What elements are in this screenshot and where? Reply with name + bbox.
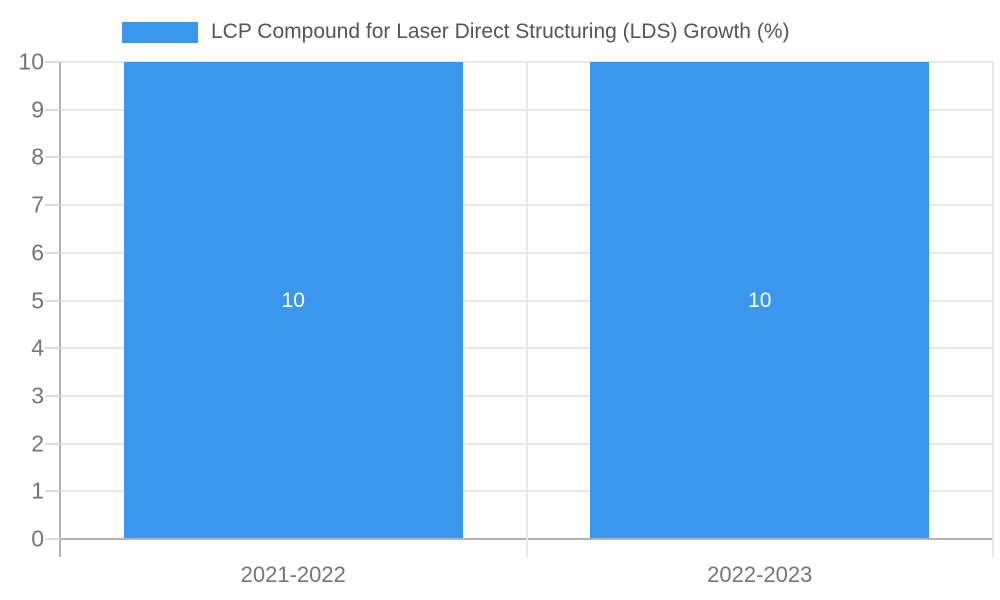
x-axis-category-label: 2022-2023 <box>707 562 813 587</box>
y-axis-tick <box>45 442 60 445</box>
bar-value-label: 10 <box>281 288 305 312</box>
y-axis-tick-label: 10 <box>18 48 44 75</box>
y-axis-tick <box>45 347 60 350</box>
legend-label: LCP Compound for Laser Direct Structurin… <box>211 20 790 43</box>
bar[interactable] <box>123 62 463 539</box>
y-axis-tick-label: 5 <box>31 287 44 313</box>
y-axis-tick-label: 3 <box>31 382 44 409</box>
bar-value-label: 10 <box>748 288 772 312</box>
y-axis-tick <box>45 394 60 397</box>
y-axis-tick-label: 6 <box>31 239 44 266</box>
legend-item[interactable]: LCP Compound for Laser Direct Structurin… <box>122 20 789 44</box>
y-axis-tick-label: 2 <box>31 430 44 457</box>
y-axis-tick <box>45 299 60 302</box>
y-axis-tick-label: 7 <box>31 191 44 218</box>
plot-area <box>60 61 993 539</box>
y-axis-tick-label: 1 <box>31 477 44 504</box>
y-axis-tick <box>45 108 60 111</box>
bar[interactable] <box>590 62 930 539</box>
chart-legend: LCP Compound for Laser Direct Structurin… <box>122 20 789 44</box>
legend-swatch-icon <box>122 21 198 43</box>
y-axis-line <box>59 62 61 557</box>
y-axis-tick <box>45 156 60 159</box>
gridline-vertical <box>525 62 528 557</box>
y-axis-tick-label: 9 <box>31 96 44 123</box>
y-axis-tick-label: 4 <box>31 334 44 361</box>
y-axis-tick <box>45 538 60 540</box>
y-axis-tick-label: 0 <box>31 525 44 552</box>
x-axis-category-label: 2021-2022 <box>240 562 346 587</box>
y-axis-tick <box>45 251 60 254</box>
y-axis-tick <box>45 490 60 493</box>
y-axis-tick-label: 8 <box>31 143 44 170</box>
y-axis-tick <box>45 61 60 63</box>
y-axis-tick <box>45 204 60 207</box>
gridline-vertical <box>992 62 994 557</box>
